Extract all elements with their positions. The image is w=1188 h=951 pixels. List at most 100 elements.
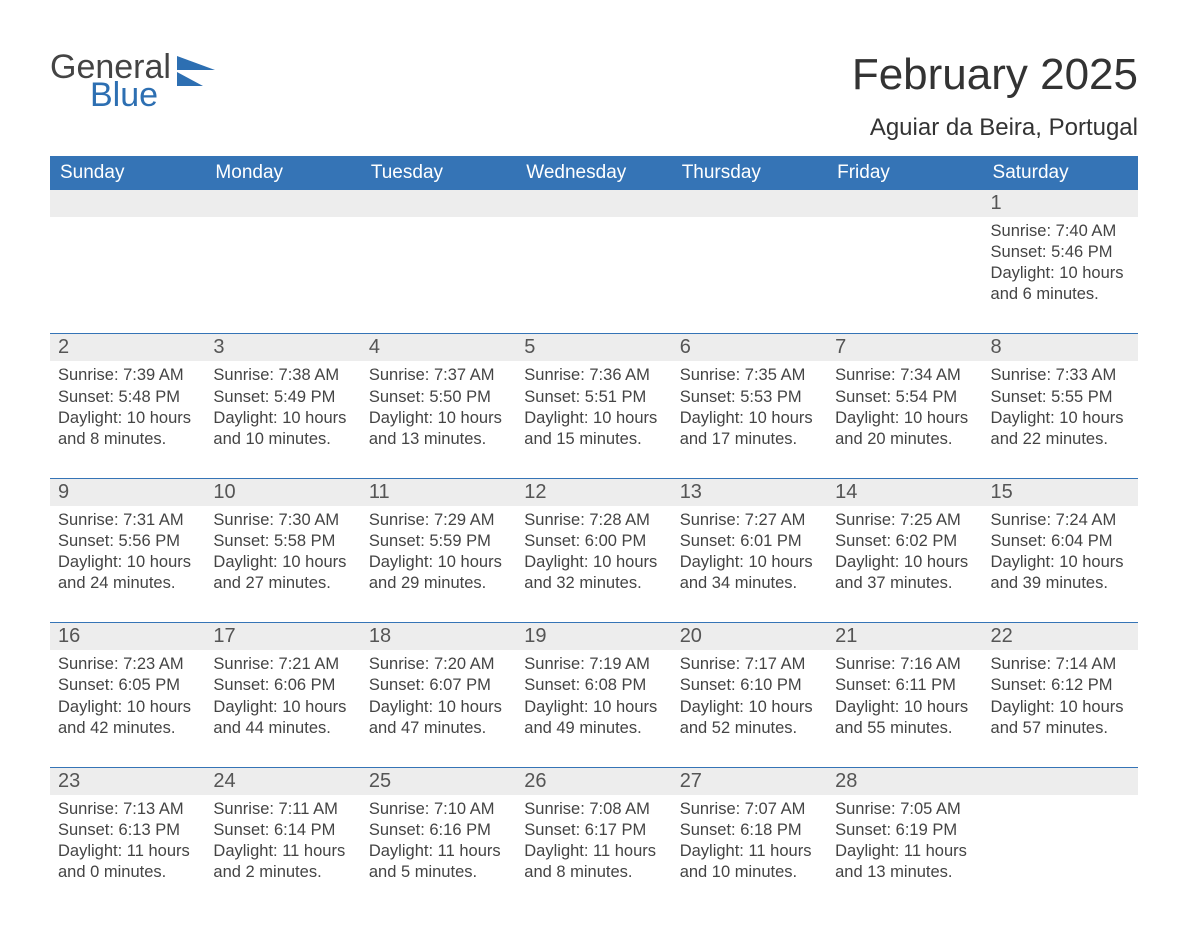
day-number-empty [983,768,1138,795]
sunrise-line: Sunrise: 7:11 AM [213,799,352,820]
daylight-line: Daylight: 10 hours and 44 minutes. [213,697,352,739]
sunrise-line: Sunrise: 7:33 AM [991,365,1130,386]
day-detail-row: Sunrise: 7:31 AMSunset: 5:56 PMDaylight:… [50,506,1138,623]
month-title: February 2025 [852,50,1138,100]
daylight-line: Daylight: 10 hours and 6 minutes. [991,263,1130,305]
daylight-line: Daylight: 11 hours and 8 minutes. [524,841,663,883]
day-cell: Sunrise: 7:38 AMSunset: 5:49 PMDaylight:… [205,361,360,478]
sunset-line: Sunset: 5:49 PM [213,387,352,408]
sunrise-line: Sunrise: 7:13 AM [58,799,197,820]
day-number: 19 [516,623,671,650]
sunrise-line: Sunrise: 7:14 AM [991,654,1130,675]
title-block: February 2025 Aguiar da Beira, Portugal [852,50,1138,142]
daylight-line: Daylight: 10 hours and 17 minutes. [680,408,819,450]
sunrise-line: Sunrise: 7:21 AM [213,654,352,675]
day-number-empty [205,190,360,217]
sunset-line: Sunset: 5:54 PM [835,387,974,408]
sunset-line: Sunset: 6:01 PM [680,531,819,552]
daylight-line: Daylight: 10 hours and 34 minutes. [680,552,819,594]
sunset-line: Sunset: 6:05 PM [58,675,197,696]
day-cell: Sunrise: 7:27 AMSunset: 6:01 PMDaylight:… [672,506,827,623]
day-number: 10 [205,479,360,506]
day-cell: Sunrise: 7:30 AMSunset: 5:58 PMDaylight:… [205,506,360,623]
calendar-page: General Blue February 2025 Aguiar da Bei… [0,0,1188,951]
sunrise-line: Sunrise: 7:34 AM [835,365,974,386]
day-number: 22 [983,623,1138,650]
sunset-line: Sunset: 5:50 PM [369,387,508,408]
day-cell: Sunrise: 7:37 AMSunset: 5:50 PMDaylight:… [361,361,516,478]
weekday-tuesday: Tuesday [361,156,516,190]
daylight-line: Daylight: 10 hours and 22 minutes. [991,408,1130,450]
day-cell: Sunrise: 7:20 AMSunset: 6:07 PMDaylight:… [361,650,516,767]
day-cell: Sunrise: 7:24 AMSunset: 6:04 PMDaylight:… [983,506,1138,623]
day-number-empty [361,190,516,217]
day-cell: Sunrise: 7:07 AMSunset: 6:18 PMDaylight:… [672,795,827,911]
sunrise-line: Sunrise: 7:38 AM [213,365,352,386]
day-number: 6 [672,334,827,361]
sunrise-line: Sunrise: 7:27 AM [680,510,819,531]
daylight-line: Daylight: 10 hours and 37 minutes. [835,552,974,594]
sunrise-line: Sunrise: 7:29 AM [369,510,508,531]
day-number: 24 [205,768,360,795]
sunrise-line: Sunrise: 7:25 AM [835,510,974,531]
day-number-empty [516,190,671,217]
day-number: 12 [516,479,671,506]
sunset-line: Sunset: 6:04 PM [991,531,1130,552]
sunset-line: Sunset: 5:51 PM [524,387,663,408]
daylight-line: Daylight: 10 hours and 29 minutes. [369,552,508,594]
day-cell: Sunrise: 7:14 AMSunset: 6:12 PMDaylight:… [983,650,1138,767]
day-number: 13 [672,479,827,506]
day-cell: Sunrise: 7:08 AMSunset: 6:17 PMDaylight:… [516,795,671,911]
weekday-thursday: Thursday [672,156,827,190]
daylight-line: Daylight: 10 hours and 20 minutes. [835,408,974,450]
day-cell-empty [983,795,1138,911]
daylight-line: Daylight: 10 hours and 42 minutes. [58,697,197,739]
sunset-line: Sunset: 6:13 PM [58,820,197,841]
sunset-line: Sunset: 6:07 PM [369,675,508,696]
sunset-line: Sunset: 6:08 PM [524,675,663,696]
sunrise-line: Sunrise: 7:17 AM [680,654,819,675]
sunset-line: Sunset: 5:58 PM [213,531,352,552]
daylight-line: Daylight: 10 hours and 32 minutes. [524,552,663,594]
sunrise-line: Sunrise: 7:07 AM [680,799,819,820]
daylight-line: Daylight: 10 hours and 39 minutes. [991,552,1130,594]
daylight-line: Daylight: 10 hours and 27 minutes. [213,552,352,594]
calendar-head: SundayMondayTuesdayWednesdayThursdayFrid… [50,156,1138,190]
day-number: 8 [983,334,1138,361]
day-number-row: 9101112131415 [50,479,1138,506]
day-detail-row: Sunrise: 7:39 AMSunset: 5:48 PMDaylight:… [50,361,1138,478]
sunset-line: Sunset: 6:06 PM [213,675,352,696]
day-number: 15 [983,479,1138,506]
weekday-sunday: Sunday [50,156,205,190]
logo: General Blue [50,50,217,112]
sunset-line: Sunset: 6:02 PM [835,531,974,552]
day-number-row: 16171819202122 [50,623,1138,650]
weekday-row: SundayMondayTuesdayWednesdayThursdayFrid… [50,156,1138,190]
sunset-line: Sunset: 6:00 PM [524,531,663,552]
day-cell: Sunrise: 7:19 AMSunset: 6:08 PMDaylight:… [516,650,671,767]
logo-flag-icon [177,56,217,86]
day-number: 4 [361,334,516,361]
day-cell: Sunrise: 7:23 AMSunset: 6:05 PMDaylight:… [50,650,205,767]
day-cell: Sunrise: 7:10 AMSunset: 6:16 PMDaylight:… [361,795,516,911]
daylight-line: Daylight: 10 hours and 13 minutes. [369,408,508,450]
day-number: 18 [361,623,516,650]
daylight-line: Daylight: 10 hours and 55 minutes. [835,697,974,739]
weekday-wednesday: Wednesday [516,156,671,190]
logo-text-block: General Blue [50,50,171,112]
sunset-line: Sunset: 6:14 PM [213,820,352,841]
day-number: 1 [983,190,1138,217]
sunrise-line: Sunrise: 7:23 AM [58,654,197,675]
day-number: 23 [50,768,205,795]
daylight-line: Daylight: 11 hours and 0 minutes. [58,841,197,883]
sunrise-line: Sunrise: 7:37 AM [369,365,508,386]
sunset-line: Sunset: 5:56 PM [58,531,197,552]
day-cell: Sunrise: 7:29 AMSunset: 5:59 PMDaylight:… [361,506,516,623]
weekday-friday: Friday [827,156,982,190]
daylight-line: Daylight: 11 hours and 13 minutes. [835,841,974,883]
day-cell: Sunrise: 7:40 AMSunset: 5:46 PMDaylight:… [983,217,1138,334]
day-number-row: 1 [50,190,1138,217]
day-cell: Sunrise: 7:28 AMSunset: 6:00 PMDaylight:… [516,506,671,623]
sunset-line: Sunset: 5:53 PM [680,387,819,408]
day-cell: Sunrise: 7:11 AMSunset: 6:14 PMDaylight:… [205,795,360,911]
